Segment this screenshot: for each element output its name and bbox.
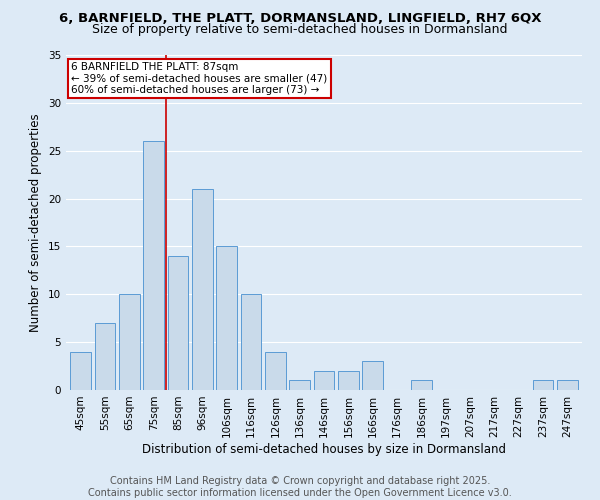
Bar: [314, 371, 334, 390]
Bar: [533, 380, 553, 390]
Bar: [411, 380, 432, 390]
Bar: [192, 189, 212, 390]
Bar: [241, 294, 262, 390]
Text: 6 BARNFIELD THE PLATT: 87sqm
← 39% of semi-detached houses are smaller (47)
60% : 6 BARNFIELD THE PLATT: 87sqm ← 39% of se…: [71, 62, 328, 95]
Bar: [338, 371, 359, 390]
Bar: [70, 352, 91, 390]
X-axis label: Distribution of semi-detached houses by size in Dormansland: Distribution of semi-detached houses by …: [142, 442, 506, 456]
Text: 6, BARNFIELD, THE PLATT, DORMANSLAND, LINGFIELD, RH7 6QX: 6, BARNFIELD, THE PLATT, DORMANSLAND, LI…: [59, 12, 541, 26]
Bar: [265, 352, 286, 390]
Bar: [216, 246, 237, 390]
Bar: [95, 323, 115, 390]
Bar: [119, 294, 140, 390]
Bar: [143, 141, 164, 390]
Bar: [362, 362, 383, 390]
Text: Size of property relative to semi-detached houses in Dormansland: Size of property relative to semi-detach…: [92, 22, 508, 36]
Bar: [289, 380, 310, 390]
Y-axis label: Number of semi-detached properties: Number of semi-detached properties: [29, 113, 43, 332]
Bar: [167, 256, 188, 390]
Bar: [557, 380, 578, 390]
Text: Contains HM Land Registry data © Crown copyright and database right 2025.
Contai: Contains HM Land Registry data © Crown c…: [88, 476, 512, 498]
